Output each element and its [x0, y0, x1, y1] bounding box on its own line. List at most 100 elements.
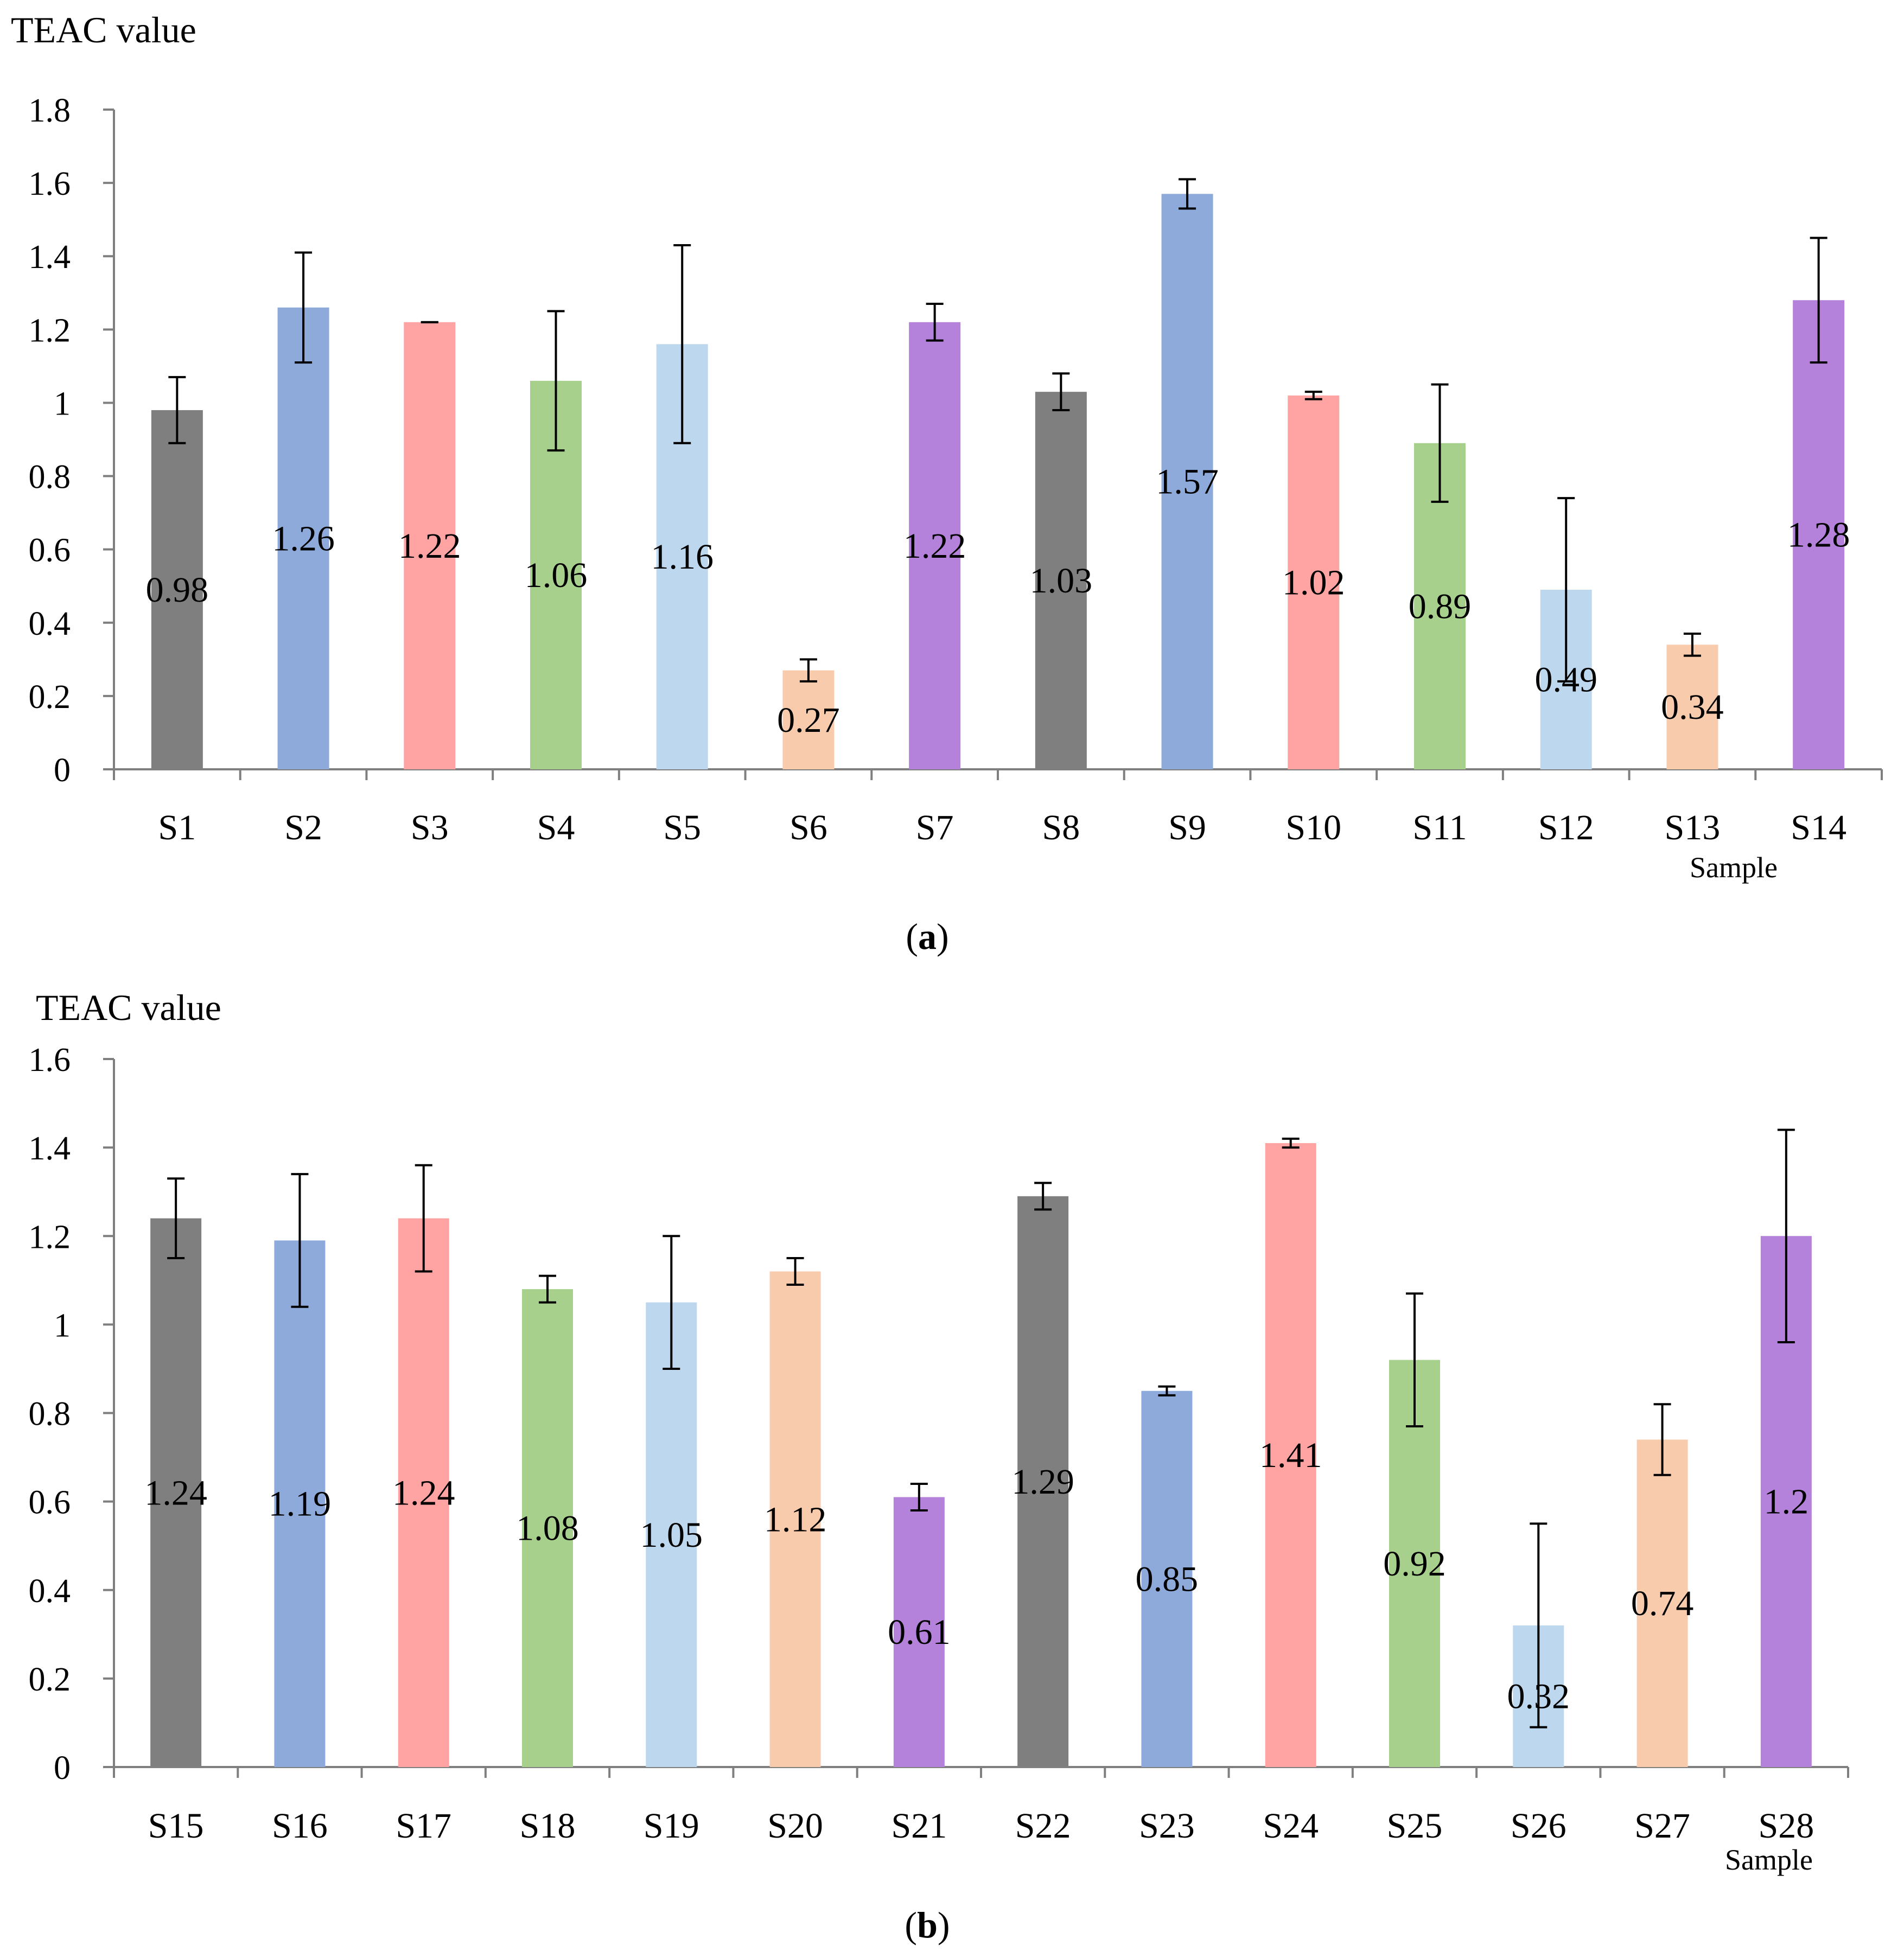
- bar-s8: [1035, 392, 1087, 769]
- category-label-s20: S20: [767, 1806, 823, 1846]
- data-label-s24: 1.41: [1259, 1436, 1322, 1475]
- bar-s17: [398, 1218, 449, 1767]
- bar-s15: [150, 1218, 202, 1767]
- error-bar-s20: [786, 1257, 804, 1286]
- y-tick-label: 0: [54, 1750, 71, 1787]
- y-tick-label: 0.8: [29, 459, 71, 496]
- data-label-s26: 0.32: [1507, 1677, 1570, 1717]
- panel-a-category-labels: S1 S2 S3 S4 S5 S6 S7 S8 S9 S10 S11 S12 S13 S14: [158, 808, 1846, 847]
- category-label-s5: S5: [663, 808, 701, 847]
- bar-s23: [1141, 1391, 1193, 1767]
- error-bar-s12: [1557, 497, 1575, 683]
- error-bar-s28: [1777, 1128, 1795, 1343]
- bar-s20: [769, 1271, 821, 1767]
- panel-b-xlabel: Sample: [1725, 1844, 1813, 1876]
- error-bar-s25: [1406, 1292, 1423, 1427]
- error-bar-s18: [539, 1274, 556, 1304]
- bar-s13: [1666, 645, 1718, 769]
- bar-s19: [646, 1302, 697, 1767]
- panel-b-x-ticks: [113, 1767, 1849, 1778]
- data-label-s1: 0.98: [146, 570, 209, 610]
- bar-s25: [1389, 1360, 1440, 1767]
- category-label-s9: S9: [1168, 808, 1206, 847]
- panel-a-chart: TEAC value 0 0.2 0.4 0.6 0.8 1 1.2 1.4 1.6 1.8 0.…: [11, 9, 1883, 957]
- error-bar-s2: [295, 251, 313, 364]
- error-bar-s19: [663, 1235, 680, 1370]
- category-label-s4: S4: [537, 808, 575, 847]
- y-tick-label: 1.6: [29, 165, 71, 202]
- error-bar-s17: [415, 1164, 432, 1273]
- data-label-s19: 1.05: [640, 1515, 703, 1555]
- y-tick-label: 1.4: [29, 239, 71, 276]
- y-tick-label: 1.8: [29, 92, 71, 129]
- panel-a-xlabel: Sample: [1690, 851, 1778, 884]
- category-label-s6: S6: [789, 808, 827, 847]
- y-tick-label: 1: [54, 1307, 71, 1344]
- category-label-s1: S1: [158, 808, 196, 847]
- error-bar-s27: [1653, 1403, 1671, 1476]
- category-label-s8: S8: [1042, 808, 1080, 847]
- bar-s24: [1265, 1143, 1316, 1767]
- y-tick-label: 1.2: [29, 1219, 71, 1255]
- data-label-s27: 0.74: [1631, 1584, 1694, 1623]
- error-bar-s4: [547, 310, 565, 452]
- data-label-s11: 0.89: [1409, 586, 1472, 626]
- data-label-s3: 1.22: [398, 526, 461, 566]
- panel-b-ylabel: TEAC value: [36, 987, 221, 1028]
- bar-s1: [151, 410, 203, 769]
- bar-s27: [1636, 1439, 1688, 1767]
- error-bar-s15: [167, 1177, 185, 1260]
- data-label-s21: 0.61: [888, 1612, 951, 1652]
- category-label-s14: S14: [1791, 808, 1846, 847]
- category-label-s15: S15: [148, 1806, 204, 1846]
- panel-b-error-bars: [167, 1128, 1795, 1729]
- error-bar-s14: [1810, 237, 1827, 364]
- category-label-s25: S25: [1387, 1806, 1443, 1846]
- y-tick-label: 1.4: [29, 1130, 71, 1167]
- category-label-s7: S7: [916, 808, 954, 847]
- category-label-s17: S17: [396, 1806, 451, 1846]
- data-label-s7: 1.22: [903, 526, 966, 566]
- data-label-s15: 1.24: [144, 1473, 207, 1513]
- y-tick-label: 1: [54, 385, 71, 422]
- panel-b-chart: TEAC value 00.20.40.60.811.21.41.6 1.24 1…: [29, 987, 1849, 1946]
- y-tick-label: 0.4: [29, 605, 71, 642]
- bar-s2: [277, 307, 329, 769]
- category-label-s3: S3: [411, 808, 449, 847]
- category-label-s16: S16: [272, 1806, 328, 1846]
- panel-a-data-labels: 0.98 1.26 1.22 1.06 1.16 0.27 1.22 1.03 1.57 1.02…: [146, 462, 1850, 740]
- y-tick-label: 0.2: [29, 1661, 71, 1698]
- data-label-s16: 1.19: [269, 1484, 332, 1524]
- error-bar-s11: [1431, 383, 1449, 503]
- data-label-s14: 1.28: [1787, 515, 1850, 555]
- bar-s6: [782, 670, 835, 769]
- category-label-s22: S22: [1015, 1806, 1071, 1846]
- y-tick-label: 0.2: [29, 679, 71, 716]
- category-label-s18: S18: [520, 1806, 576, 1846]
- bar-s14: [1793, 300, 1845, 769]
- data-label-s25: 0.92: [1383, 1544, 1446, 1584]
- panel-a-y-ticks: 0 0.2 0.4 0.6 0.8 1 1.2 1.4 1.6 1.8: [29, 92, 114, 789]
- data-label-s2: 1.26: [272, 519, 335, 558]
- panel-a-bars: [151, 194, 1845, 769]
- category-label-s13: S13: [1665, 808, 1721, 847]
- data-label-s4: 1.06: [525, 556, 588, 595]
- error-bar-s16: [291, 1173, 309, 1308]
- bar-s10: [1288, 395, 1340, 769]
- category-label-s10: S10: [1285, 808, 1341, 847]
- data-label-s6: 0.27: [777, 700, 840, 740]
- data-label-s8: 1.03: [1030, 561, 1093, 601]
- error-bar-s24: [1282, 1137, 1300, 1149]
- error-bar-s21: [910, 1483, 928, 1511]
- category-label-s21: S21: [891, 1806, 947, 1846]
- data-label-s17: 1.24: [392, 1473, 455, 1513]
- error-bar-s9: [1179, 178, 1196, 210]
- category-label-s28: S28: [1758, 1806, 1814, 1846]
- y-tick-label: 0.8: [29, 1396, 71, 1433]
- error-bar-s5: [673, 244, 691, 444]
- panel-b-y-ticks: 0 0.2 0.4 0.6 0.8 1 1.2 1.4 1.6: [29, 1042, 114, 1787]
- bar-s18: [522, 1289, 573, 1767]
- panel-b-data-labels: 1.24 1.19 1.24 1.08 1.05 1.12 0.61 1.29 0.85 1.41…: [144, 1436, 1809, 1717]
- y-tick-label: 0.4: [29, 1573, 71, 1610]
- panel-b-bars: [150, 1143, 1812, 1767]
